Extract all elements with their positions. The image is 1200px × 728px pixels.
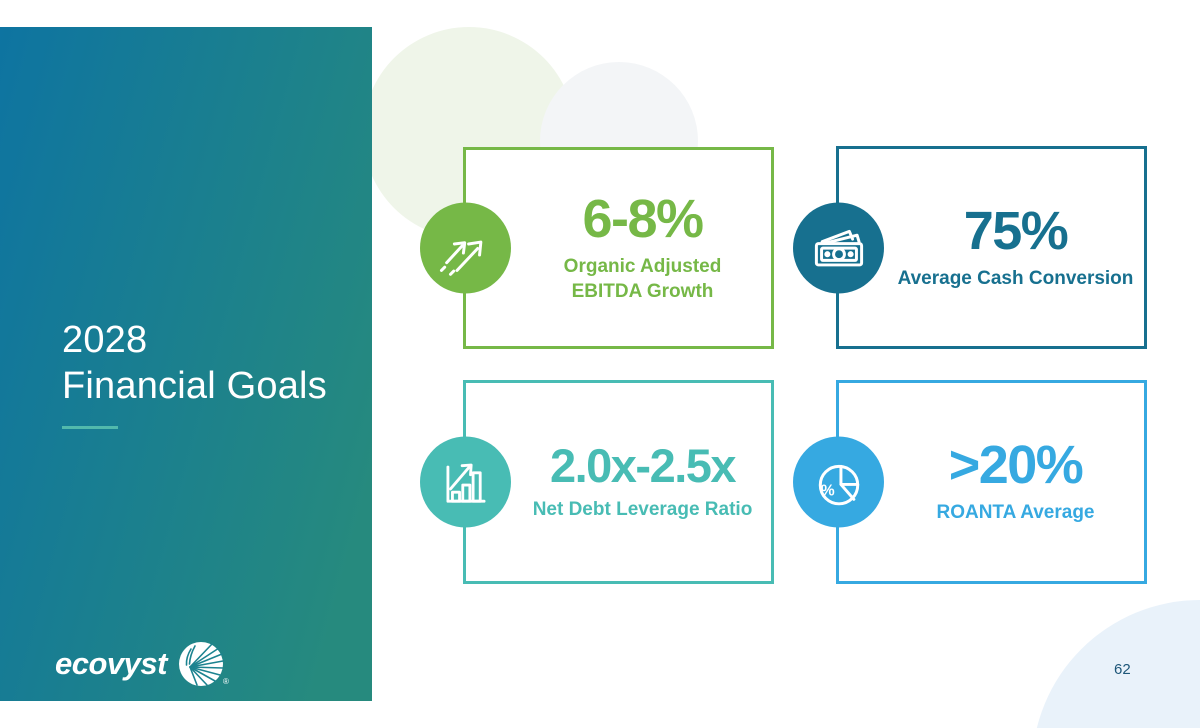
svg-text:%: % (820, 482, 834, 499)
bar-chart-icon (420, 436, 511, 528)
brand-logo: ecovyst ® (55, 640, 229, 688)
metric-label: ROANTA Average (936, 502, 1095, 524)
card-content: 6-8% Organic Adjusted EBITDA Growth (466, 150, 771, 346)
card-content: 75% Average Cash Conversion (839, 149, 1144, 346)
metric-card-cash-conversion: 75% Average Cash Conversion (793, 146, 1147, 349)
metric-label: Net Debt Leverage Ratio (532, 498, 753, 520)
page-number: 62 (1114, 661, 1131, 678)
metric-label: Average Cash Conversion (897, 267, 1134, 289)
metric-label: Organic Adjusted EBITDA Growth (563, 255, 722, 302)
cash-icon (793, 202, 884, 293)
metric-value: 75% (963, 200, 1069, 261)
title-underline (62, 425, 118, 429)
brand-logo-text: ecovyst (55, 646, 167, 681)
card-content: >20% ROANTA Average (839, 383, 1144, 581)
card-content: 2.0x-2.5x Net Debt Leverage Ratio (466, 383, 771, 581)
metric-card-roanta-average: % >20% ROANTA Average (793, 380, 1147, 584)
page-title: 2028 Financial Goals (62, 319, 327, 408)
sidebar-panel: 2028 Financial Goals ecovyst (0, 27, 372, 701)
metric-value: 2.0x-2.5x (549, 438, 737, 492)
title-block: 2028 Financial Goals (62, 317, 327, 429)
metric-value: >20% (948, 435, 1084, 496)
registered-trademark: ® (222, 677, 229, 686)
globe-icon (178, 642, 224, 686)
growth-arrows-icon (420, 202, 511, 294)
metric-value: 6-8% (582, 188, 704, 249)
metric-card-ebitda-growth: 6-8% Organic Adjusted EBITDA Growth (420, 147, 774, 349)
pie-chart-icon: % (793, 436, 884, 528)
metric-card-leverage-ratio: 2.0x-2.5x Net Debt Leverage Ratio (420, 380, 774, 584)
